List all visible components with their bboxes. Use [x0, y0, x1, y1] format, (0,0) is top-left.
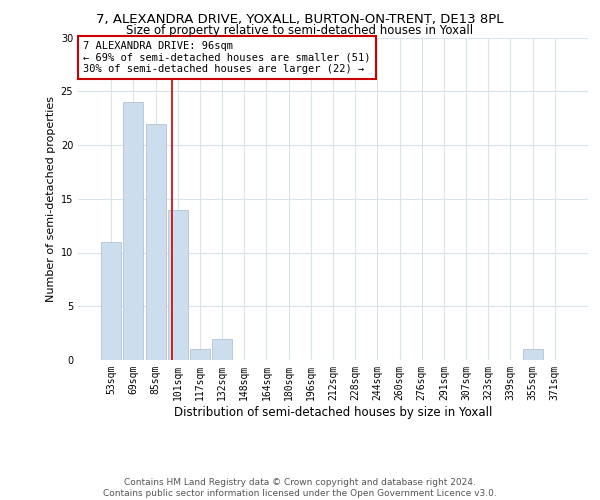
Bar — [523, 349, 542, 360]
Bar — [168, 210, 188, 360]
Bar — [101, 242, 121, 360]
Text: Size of property relative to semi-detached houses in Yoxall: Size of property relative to semi-detach… — [127, 24, 473, 37]
Bar — [124, 102, 143, 360]
Text: Contains HM Land Registry data © Crown copyright and database right 2024.
Contai: Contains HM Land Registry data © Crown c… — [103, 478, 497, 498]
Text: 7, ALEXANDRA DRIVE, YOXALL, BURTON-ON-TRENT, DE13 8PL: 7, ALEXANDRA DRIVE, YOXALL, BURTON-ON-TR… — [96, 12, 504, 26]
Bar — [190, 349, 210, 360]
X-axis label: Distribution of semi-detached houses by size in Yoxall: Distribution of semi-detached houses by … — [174, 406, 492, 418]
Bar — [146, 124, 166, 360]
Y-axis label: Number of semi-detached properties: Number of semi-detached properties — [46, 96, 56, 302]
Text: 7 ALEXANDRA DRIVE: 96sqm
← 69% of semi-detached houses are smaller (51)
30% of s: 7 ALEXANDRA DRIVE: 96sqm ← 69% of semi-d… — [83, 40, 371, 74]
Bar — [212, 338, 232, 360]
